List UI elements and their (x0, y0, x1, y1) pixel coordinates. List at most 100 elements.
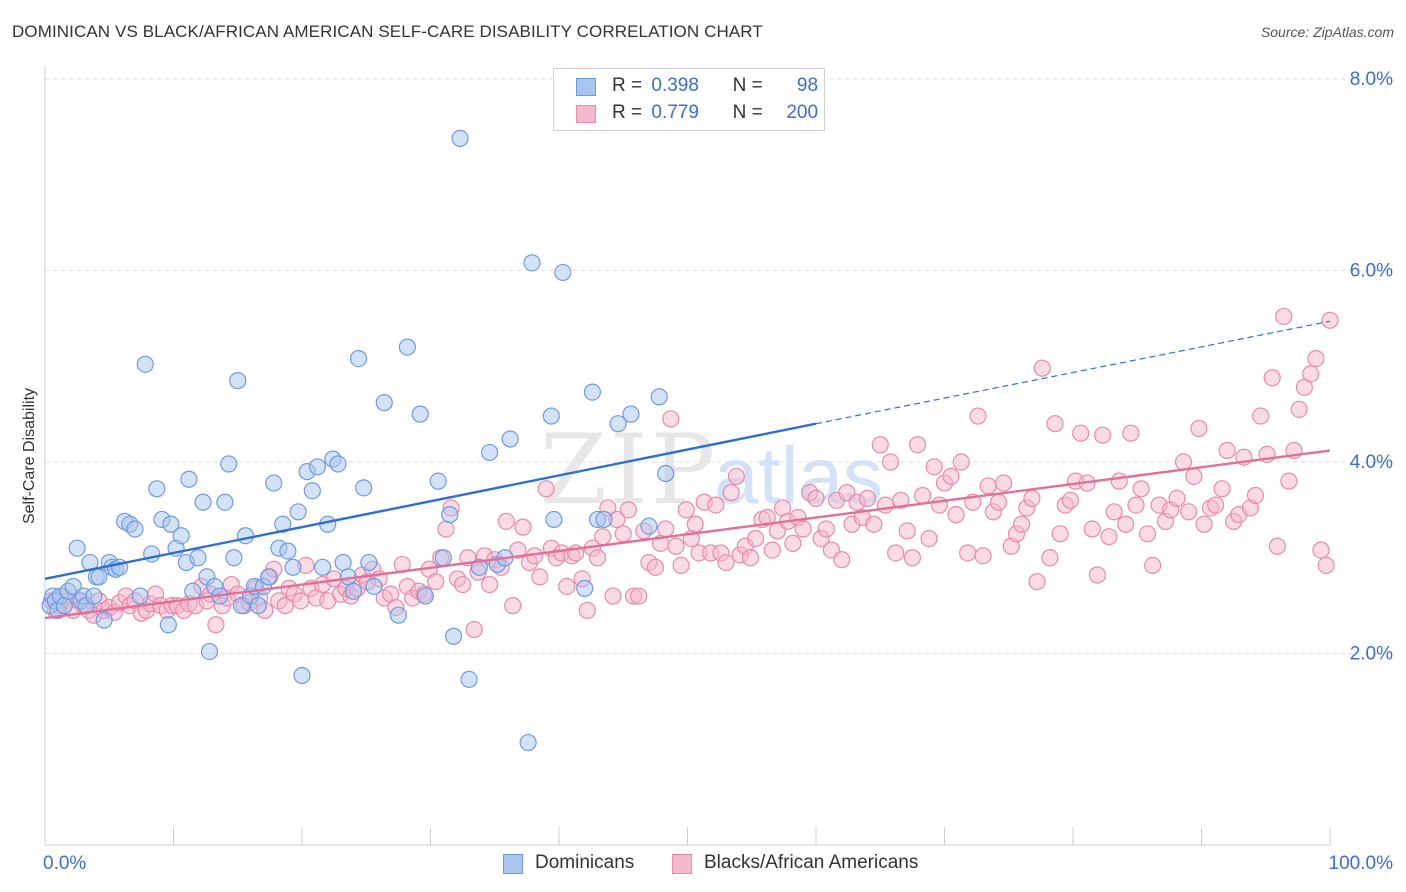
point-dominicans (545, 510, 563, 529)
point-blacks (677, 501, 695, 519)
point-blacks (1185, 467, 1203, 485)
point-dominicans (259, 568, 278, 586)
point-dominicans (308, 458, 327, 476)
point-dominicans (68, 539, 86, 557)
point-dominicans (375, 394, 393, 412)
point-blacks (1168, 489, 1186, 507)
point-blacks (1190, 419, 1208, 438)
point-blacks (942, 467, 960, 485)
source-label: Source: ZipAtlas.com (1260, 24, 1394, 40)
point-blacks (903, 549, 921, 567)
point-blacks (1263, 369, 1281, 387)
point-dominicans (460, 670, 478, 688)
point-blacks (1213, 480, 1231, 498)
point-blacks (1252, 407, 1270, 425)
point-blacks (481, 575, 499, 594)
point-dominicans (434, 549, 452, 567)
point-dominicans (398, 338, 416, 356)
point-dominicans (622, 405, 640, 423)
point-blacks (514, 518, 532, 536)
point-dominicans (554, 263, 572, 282)
tick-labels: 2.0% 4.0% 6.0% 8.0% 0.0% 100.0% (43, 69, 1393, 874)
point-blacks (707, 496, 725, 514)
point-blacks (437, 520, 455, 538)
point-dominicans (172, 527, 190, 545)
point-blacks (817, 520, 835, 538)
point-blacks (1122, 424, 1140, 442)
point-dominicans (365, 577, 383, 596)
trend-line-dominicans (44, 422, 817, 580)
point-blacks (1028, 573, 1046, 591)
point-dominicans (293, 666, 311, 685)
point-blacks (914, 486, 932, 505)
point-blacks (858, 489, 877, 507)
point-dominicans (523, 254, 541, 272)
trend-line-blacks (44, 449, 1331, 620)
point-blacks (686, 515, 704, 533)
point-dominicans (200, 642, 219, 661)
point-blacks (619, 501, 637, 519)
legend-r-value-blacks: 0.779 (651, 102, 699, 123)
point-blacks (1041, 549, 1059, 567)
point-blacks (558, 577, 576, 596)
point-dominicans (640, 517, 658, 535)
point-dominicans (609, 415, 627, 433)
point-dominicans (55, 597, 73, 615)
point-dominicans (229, 372, 247, 390)
point-dominicans (389, 606, 407, 624)
point-blacks (763, 541, 781, 559)
point-dominicans (416, 587, 434, 605)
point-blacks (876, 496, 894, 514)
point-dominicans (501, 430, 519, 448)
point-dominicans (650, 388, 668, 406)
point-blacks (614, 525, 632, 543)
point-dominicans (441, 506, 459, 524)
point-blacks (758, 508, 776, 527)
point-dominicans (95, 611, 113, 629)
y-tick-label: 8.0% (1350, 69, 1393, 90)
point-blacks (898, 522, 916, 540)
point-blacks (807, 489, 825, 507)
legend: R = 0.398 N = 98 R = 0.779 N = 200 (553, 68, 825, 131)
bottom-legend-label-dominicans: Dominicans (535, 852, 635, 873)
point-blacks (930, 496, 948, 514)
point-blacks (722, 484, 740, 502)
point-blacks (578, 601, 596, 620)
point-blacks (741, 549, 760, 567)
point-blacks (920, 529, 938, 548)
point-blacks (646, 558, 664, 576)
point-blacks (1138, 525, 1157, 543)
point-blacks (1023, 489, 1041, 507)
point-blacks (1093, 426, 1112, 444)
point-dominicans (519, 733, 537, 752)
legend-n-value-dominicans: 98 (796, 75, 819, 96)
point-dominicans (329, 455, 347, 473)
point-blacks (833, 551, 851, 569)
legend-r-label: R = (612, 75, 643, 96)
point-dominicans (194, 493, 212, 511)
point-dominicans (360, 553, 378, 572)
point-dominicans (303, 482, 321, 500)
point-blacks (974, 547, 992, 565)
point-blacks (1046, 415, 1064, 433)
grid-lines (45, 78, 1392, 654)
point-blacks (892, 491, 910, 509)
legend-n-label: N = (732, 75, 763, 96)
point-dominicans (162, 515, 180, 533)
legend-r-label: R = (612, 102, 643, 123)
point-dominicans (481, 443, 499, 462)
point-blacks (1290, 400, 1308, 418)
point-blacks (1302, 365, 1320, 383)
point-dominicans (411, 405, 429, 423)
point-blacks (1280, 472, 1298, 490)
point-blacks (887, 544, 905, 562)
bottom-legend-swatch-blue (503, 854, 523, 874)
point-blacks (1110, 472, 1128, 490)
point-dominicans (148, 480, 166, 498)
point-blacks (727, 467, 745, 485)
point-blacks (1317, 556, 1335, 575)
point-blacks (947, 506, 965, 524)
point-blacks (1117, 515, 1135, 533)
point-dominicans (334, 553, 352, 572)
